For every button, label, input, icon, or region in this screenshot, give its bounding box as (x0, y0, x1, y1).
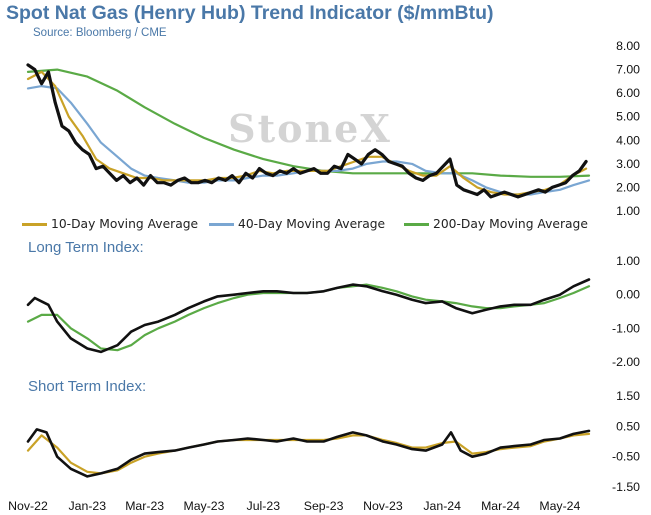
legend-label-ma40: 40-Day Moving Average (238, 217, 386, 231)
x-tick-label: Nov-23 (363, 499, 403, 513)
long-term-index-y-tick-label: 1.00 (616, 254, 640, 268)
price-chart-y-tick-label: 2.00 (616, 180, 640, 194)
long-term-index-series-ma200-line (26, 283, 591, 352)
price-chart-y-tick-label: 6.00 (616, 86, 640, 100)
stonex-watermark: StoneX (228, 106, 392, 151)
price-chart-y-tick-label: 8.00 (616, 39, 640, 53)
long-term-index-y-tick-label: -2.00 (612, 355, 640, 369)
price-chart-y-tick-label: 4.00 (616, 133, 640, 147)
x-tick-label: Nov-22 (8, 499, 48, 513)
legend-label-ma10: 10-Day Moving Average (51, 217, 199, 231)
legend-swatch-ma40 (209, 222, 234, 226)
x-tick-label: Mar-24 (481, 499, 520, 513)
short-term-index-y-tick-label: -1.50 (612, 480, 640, 494)
x-tick-label: Jan-23 (69, 499, 107, 513)
short-term-index-y-tick-label: 0.50 (616, 419, 640, 433)
legend-item-ma10: 10-Day Moving Average (22, 215, 198, 233)
short-term-index-series-ma10-line (26, 432, 591, 475)
price-chart-y-tick-label: 5.00 (616, 110, 640, 124)
short-term-index-title: Short Term Index: (28, 378, 147, 395)
x-tick-label: May-23 (183, 499, 224, 513)
price-chart-series-price-line (26, 63, 588, 199)
chart-title: Spot Nat Gas (Henry Hub) Trend Indicator… (6, 2, 494, 24)
long-term-index-y-tick-label: 0.00 (616, 288, 640, 302)
legend-swatch-ma10 (22, 222, 47, 226)
legend-swatch-ma200 (404, 222, 429, 226)
chart-source: Source: Bloomberg / CME (33, 27, 167, 39)
x-tick-label: Jan-24 (423, 499, 461, 513)
price-chart-series-200-day-moving-average (26, 68, 591, 178)
legend-item-ma40: 40-Day Moving Average (209, 215, 385, 233)
legend-label-ma200: 200-Day Moving Average (433, 217, 588, 231)
x-tick-label: Jul-23 (247, 499, 281, 513)
x-tick-label: Sep-23 (304, 499, 344, 513)
price-chart-y-tick-label: 3.00 (616, 157, 640, 171)
x-tick-label: May-24 (539, 499, 580, 513)
price-chart-y-tick-label: 7.00 (616, 63, 640, 77)
long-term-index-series-price-line (26, 278, 591, 354)
short-term-index-y-tick-label: 1.50 (616, 389, 640, 403)
long-term-index-y-tick-label: -1.00 (612, 321, 640, 335)
price-chart-y-tick-label: 1.00 (616, 204, 640, 218)
legend-item-ma200: 200-Day Moving Average (404, 215, 588, 233)
x-tick-label: Mar-23 (125, 499, 164, 513)
long-term-index-title: Long Term Index: (28, 239, 144, 256)
short-term-index-series-price-line (26, 428, 591, 478)
short-term-index-y-tick-label: -0.50 (612, 450, 640, 464)
chart-legend: 10-Day Moving Average 40-Day Moving Aver… (22, 215, 622, 233)
